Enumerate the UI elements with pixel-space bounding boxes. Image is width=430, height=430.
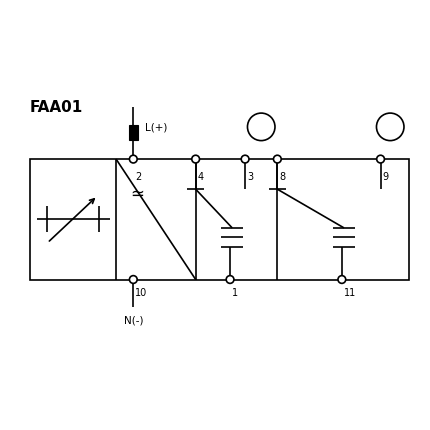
Text: 2: 2 [135,172,142,182]
Circle shape [129,155,137,163]
Circle shape [377,113,404,141]
Bar [129,125,138,140]
Circle shape [241,155,249,163]
Text: 8: 8 [280,172,286,182]
Bar [30,159,408,280]
Circle shape [247,113,275,141]
Circle shape [192,155,200,163]
Text: L(+): L(+) [145,123,168,133]
Text: $\simeq$: $\simeq$ [127,184,144,202]
Text: 1: 1 [232,288,238,298]
Text: N(-): N(-) [123,315,143,326]
Text: 11: 11 [344,288,356,298]
Circle shape [226,276,234,283]
Circle shape [338,276,346,283]
Text: FAA01: FAA01 [30,100,83,115]
Text: 10: 10 [135,288,147,298]
Text: 9: 9 [383,172,389,182]
Circle shape [129,276,137,283]
Text: 4: 4 [198,172,204,182]
Circle shape [377,155,384,163]
Text: 3: 3 [247,172,253,182]
Circle shape [273,155,281,163]
